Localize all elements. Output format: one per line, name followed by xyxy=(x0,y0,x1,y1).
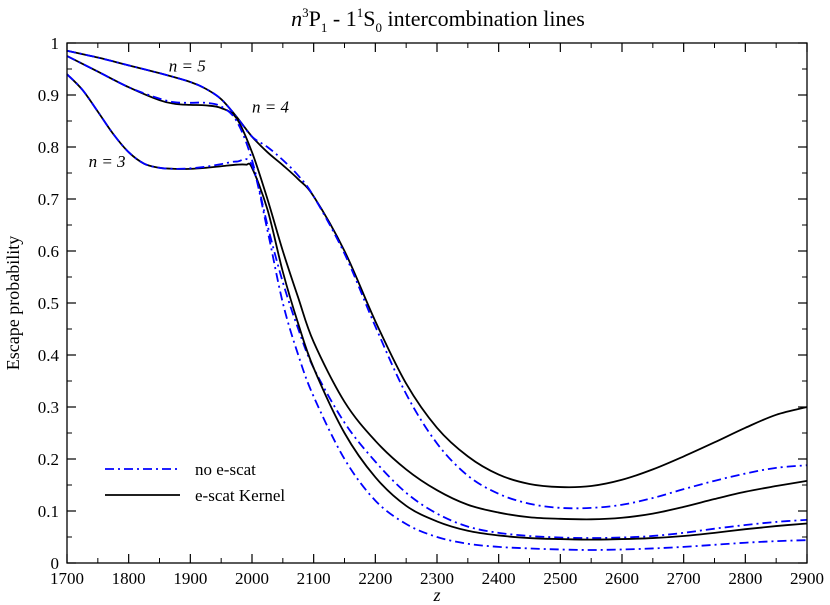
title-sup2: 1 xyxy=(357,5,364,20)
y-tick-label: 0.2 xyxy=(38,450,59,469)
x-tick-label: 2300 xyxy=(420,569,454,588)
x-tick-label: 2600 xyxy=(605,569,639,588)
legend-label-escat-kernel: e-scat Kernel xyxy=(195,486,285,505)
x-tick-label: 2400 xyxy=(482,569,516,588)
y-tick-label: 1 xyxy=(51,34,60,53)
x-tick-label: 2900 xyxy=(790,569,824,588)
y-tick-label: 0.6 xyxy=(38,242,59,261)
x-tick-label: 2700 xyxy=(667,569,701,588)
y-tick-label: 0.1 xyxy=(38,502,59,521)
y-tick-label: 0 xyxy=(51,554,60,573)
y-tick-label: 0.8 xyxy=(38,138,59,157)
title-n: n xyxy=(291,6,302,31)
curve-annotation-1: n = 5 xyxy=(169,57,206,76)
series-line-5-solid xyxy=(66,73,808,541)
title-rest: intercombination lines xyxy=(382,6,585,31)
x-tick-label: 1900 xyxy=(173,569,207,588)
ticks-layer: 1700 1800 1900 2000 2100 2200 2300 2400 2500 2600… xyxy=(38,34,824,588)
series-line-4-dashdot xyxy=(66,55,808,539)
curve-annotation-2: n = 4 xyxy=(252,98,289,117)
title-p: P xyxy=(309,6,321,31)
y-tick-label: 0.5 xyxy=(38,294,59,313)
curve-annotation-3: n = 3 xyxy=(89,152,126,171)
x-axis-label: z xyxy=(432,585,440,605)
series-line-1-solid xyxy=(66,49,808,489)
y-tick-label: 0.3 xyxy=(38,398,59,417)
plot-frame xyxy=(66,42,808,564)
legend: no e-scat e-scat Kernel xyxy=(105,460,285,505)
title-sup1: 3 xyxy=(302,5,309,20)
y-tick-label: 0.7 xyxy=(38,190,60,209)
x-tick-label: 2100 xyxy=(297,569,331,588)
series-line-2-dashdot xyxy=(66,49,808,510)
title-sub2: 0 xyxy=(375,20,382,35)
annotations-layer: n = 5 n = 4 n = 3 xyxy=(89,57,290,171)
x-tick-label: 1700 xyxy=(50,569,84,588)
chart-title: n3P1 - 11S0 intercombination lines xyxy=(291,5,585,35)
x-tick-label: 2000 xyxy=(235,569,269,588)
series-line-6-dashdot xyxy=(66,73,808,551)
y-tick-label: 0.9 xyxy=(38,86,59,105)
y-axis-label: Escape probability xyxy=(3,236,23,370)
title-sub1: 1 xyxy=(321,20,328,35)
title-s: S xyxy=(363,6,375,31)
series-layer xyxy=(66,49,808,551)
legend-label-no-escat: no e-scat xyxy=(195,460,256,479)
series-line-3-solid xyxy=(66,55,808,521)
title-mid: - 1 xyxy=(327,6,356,31)
x-tick-label: 2500 xyxy=(543,569,577,588)
y-tick-label: 0.4 xyxy=(38,346,60,365)
x-tick-label: 2200 xyxy=(358,569,392,588)
x-tick-label: 1800 xyxy=(112,569,146,588)
x-tick-label: 2800 xyxy=(728,569,762,588)
